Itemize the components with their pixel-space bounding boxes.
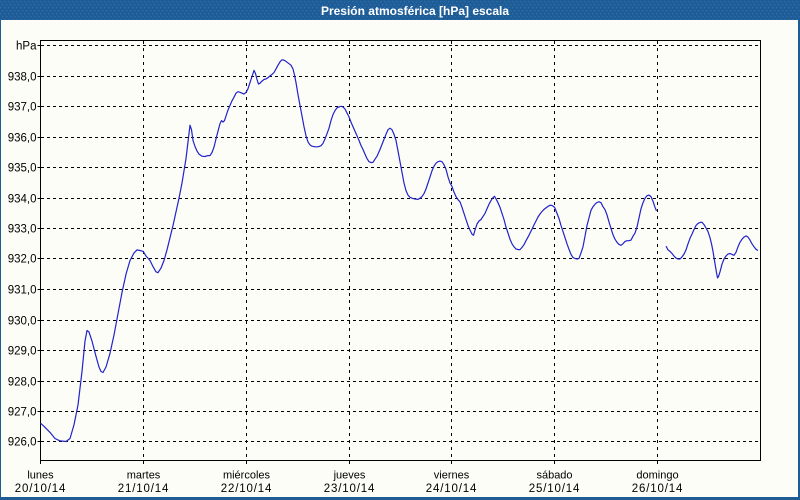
- svg-text:937,0: 937,0: [8, 102, 37, 114]
- svg-text:21/10/14: 21/10/14: [118, 483, 170, 495]
- svg-text:929,0: 929,0: [8, 346, 37, 358]
- svg-text:24/10/14: 24/10/14: [426, 483, 478, 495]
- svg-text:22/10/14: 22/10/14: [221, 483, 273, 495]
- svg-text:25/10/14: 25/10/14: [529, 483, 581, 495]
- svg-text:931,0: 931,0: [8, 285, 37, 297]
- svg-text:23/10/14: 23/10/14: [324, 483, 376, 495]
- svg-text:20/10/14: 20/10/14: [15, 483, 67, 495]
- svg-text:930,0: 930,0: [8, 316, 37, 328]
- svg-text:26/10/14: 26/10/14: [632, 483, 684, 495]
- svg-text:martes: martes: [127, 470, 161, 482]
- svg-text:hPa: hPa: [16, 41, 37, 53]
- svg-text:lunes: lunes: [27, 470, 54, 482]
- svg-text:938,0: 938,0: [8, 72, 37, 84]
- svg-text:926,0: 926,0: [8, 437, 37, 449]
- svg-text:domingo: domingo: [636, 470, 678, 482]
- svg-text:927,0: 927,0: [8, 407, 37, 419]
- svg-text:928,0: 928,0: [8, 377, 37, 389]
- svg-text:jueves: jueves: [333, 470, 366, 482]
- svg-text:viernes: viernes: [434, 470, 470, 482]
- svg-text:932,0: 932,0: [8, 254, 37, 266]
- svg-text:933,0: 933,0: [8, 224, 37, 236]
- svg-text:Presión atmosférica [hPa] esca: Presión atmosférica [hPa] escala: [321, 4, 509, 18]
- svg-text:miércoles: miércoles: [223, 470, 271, 482]
- svg-text:934,0: 934,0: [8, 194, 37, 206]
- svg-text:935,0: 935,0: [8, 163, 37, 175]
- svg-text:sábado: sábado: [536, 470, 572, 482]
- svg-text:936,0: 936,0: [8, 133, 37, 145]
